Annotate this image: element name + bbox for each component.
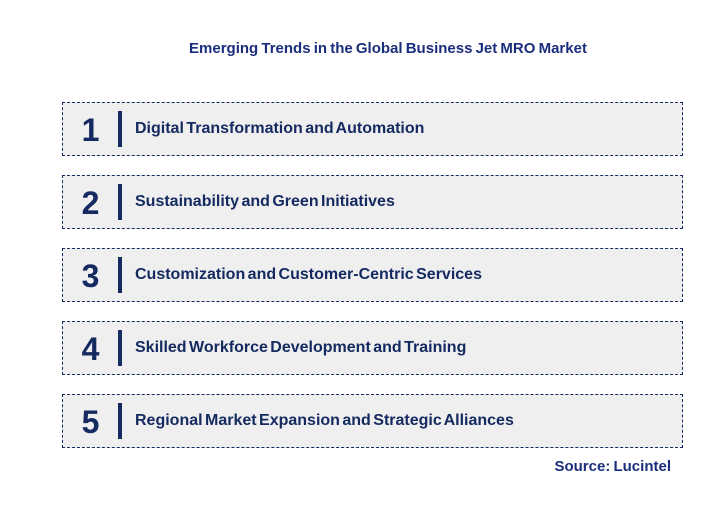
trend-box: 2 Sustainability and Green Initiatives xyxy=(62,175,683,229)
divider-bar xyxy=(118,184,122,220)
source-credit: Source: Lucintel xyxy=(554,458,671,475)
trend-label: Customization and Customer-Centric Servi… xyxy=(135,266,482,283)
trend-label: Sustainability and Green Initiatives xyxy=(135,193,395,210)
trend-box: 4 Skilled Workforce Development and Trai… xyxy=(62,321,683,375)
chart-title: Emerging Trends in the Global Business J… xyxy=(189,40,587,57)
trend-number: 1 xyxy=(81,112,100,148)
trend-box: 1 Digital Transformation and Automation xyxy=(62,102,683,156)
trend-label: Skilled Workforce Development and Traini… xyxy=(135,339,467,356)
divider-bar xyxy=(118,403,122,439)
trend-box: 3 Customization and Customer-Centric Ser… xyxy=(62,248,683,302)
trend-number: 4 xyxy=(81,331,100,367)
trend-number: 5 xyxy=(81,404,100,440)
trend-number: 3 xyxy=(81,258,100,294)
trend-label: Regional Market Expansion and Strategic … xyxy=(135,412,514,429)
divider-bar xyxy=(118,330,122,366)
trend-label: Digital Transformation and Automation xyxy=(135,120,425,137)
divider-bar xyxy=(118,257,122,293)
trend-list: 1 Digital Transformation and Automation … xyxy=(62,102,683,448)
divider-bar xyxy=(118,111,122,147)
trend-box: 5 Regional Market Expansion and Strategi… xyxy=(62,394,683,448)
trend-number: 2 xyxy=(81,185,100,221)
